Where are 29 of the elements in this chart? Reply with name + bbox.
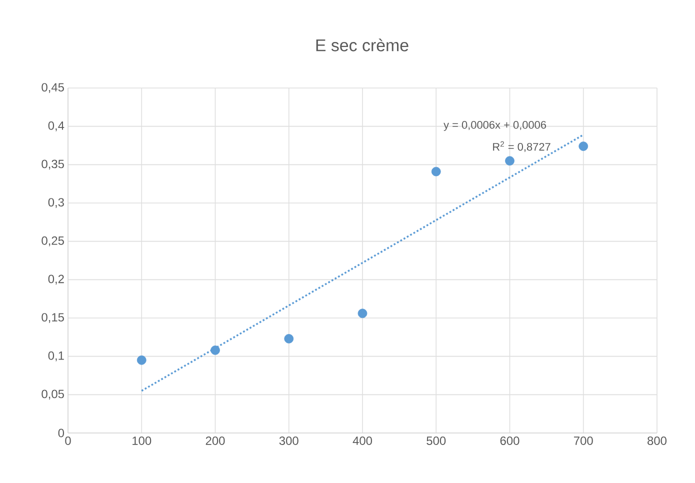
y-tick-label: 0,4	[48, 121, 64, 132]
x-tick-label: 800	[648, 436, 667, 445]
x-tick-label: 600	[500, 436, 520, 445]
y-tick-label: 0,45	[42, 83, 64, 93]
annotation: y = 0,0006x + 0,0006	[444, 120, 546, 131]
point	[284, 334, 294, 344]
point	[578, 142, 588, 151]
point	[210, 346, 220, 355]
y-tick-label: 0,1	[48, 351, 64, 362]
y-tick-label: 0,15	[42, 313, 64, 323]
point	[358, 308, 368, 318]
x-tick-label: 100	[132, 436, 152, 445]
point	[505, 156, 514, 166]
x-tick-label: 200	[206, 436, 225, 445]
x-tick-label: 300	[279, 436, 298, 445]
x-tick-label: 400	[352, 436, 372, 445]
annotation: R$^{2}$ = 0,8727	[493, 141, 550, 152]
y-tick-label: 0	[58, 428, 64, 438]
chart-title: E sec crème	[316, 38, 408, 52]
x-tick-label: 700	[574, 436, 593, 445]
point	[136, 355, 146, 365]
x-tick-label: 0	[65, 436, 71, 445]
y-tick-label: 0,3	[48, 198, 64, 208]
y-tick-label: 0,35	[42, 160, 64, 170]
y-tick-label: 0,25	[42, 236, 64, 246]
x-tick-label: 500	[426, 436, 446, 445]
y-tick-label: 0,2	[48, 274, 64, 285]
point	[431, 166, 441, 176]
y-tick-label: 0,05	[42, 390, 64, 400]
